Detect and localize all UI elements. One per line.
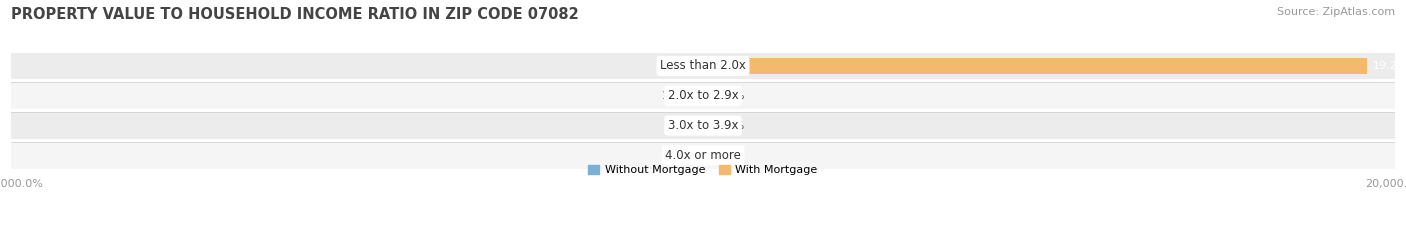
Text: 2.0x to 2.9x: 2.0x to 2.9x <box>668 89 738 102</box>
Text: 4.0x or more: 4.0x or more <box>665 149 741 162</box>
Bar <box>11 142 1395 169</box>
Text: 20.2%: 20.2% <box>709 91 744 101</box>
Bar <box>700 148 703 163</box>
Text: 14.3%: 14.3% <box>662 61 697 71</box>
Text: 3.0x to 3.9x: 3.0x to 3.9x <box>668 119 738 132</box>
Text: 72.5%: 72.5% <box>659 150 696 160</box>
Text: 11.9%: 11.9% <box>662 91 697 101</box>
Text: 1.3%: 1.3% <box>669 120 697 130</box>
Bar <box>11 53 1395 79</box>
Bar <box>11 82 1395 109</box>
Text: Less than 2.0x: Less than 2.0x <box>659 59 747 72</box>
Text: Source: ZipAtlas.com: Source: ZipAtlas.com <box>1277 7 1395 17</box>
Text: 31.6%: 31.6% <box>709 120 745 130</box>
Bar <box>11 112 1395 139</box>
Text: 19,207.4%: 19,207.4% <box>1372 61 1406 71</box>
Legend: Without Mortgage, With Mortgage: Without Mortgage, With Mortgage <box>583 160 823 179</box>
Bar <box>703 58 1368 74</box>
Text: 15.0%: 15.0% <box>709 150 744 160</box>
Text: PROPERTY VALUE TO HOUSEHOLD INCOME RATIO IN ZIP CODE 07082: PROPERTY VALUE TO HOUSEHOLD INCOME RATIO… <box>11 7 579 22</box>
